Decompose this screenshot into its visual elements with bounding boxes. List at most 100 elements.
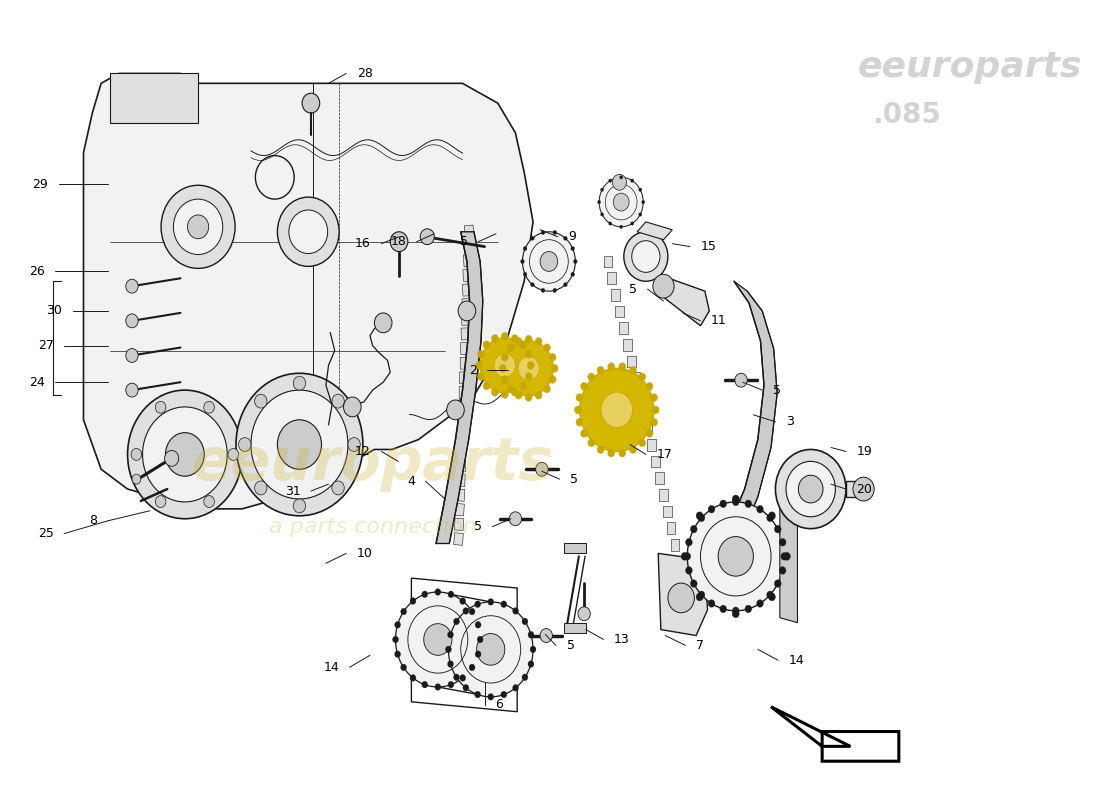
Circle shape <box>228 449 239 460</box>
Bar <box>639 406 648 418</box>
Circle shape <box>448 631 453 638</box>
Circle shape <box>509 512 521 526</box>
Bar <box>671 539 680 550</box>
Circle shape <box>239 438 251 451</box>
Circle shape <box>646 430 653 438</box>
Circle shape <box>410 598 416 604</box>
Circle shape <box>607 362 615 370</box>
Text: 6: 6 <box>495 698 503 711</box>
Circle shape <box>574 406 582 414</box>
Circle shape <box>395 622 400 628</box>
Circle shape <box>581 382 587 390</box>
Circle shape <box>597 446 604 454</box>
Circle shape <box>294 499 306 513</box>
Text: 29: 29 <box>33 178 48 190</box>
Polygon shape <box>846 481 868 497</box>
Circle shape <box>563 282 568 286</box>
Circle shape <box>277 197 339 266</box>
Circle shape <box>434 589 441 595</box>
Circle shape <box>174 199 223 254</box>
Circle shape <box>587 373 595 381</box>
Text: 10: 10 <box>356 547 373 560</box>
Circle shape <box>733 495 739 503</box>
Circle shape <box>698 514 705 522</box>
Circle shape <box>475 651 481 658</box>
Circle shape <box>767 591 773 598</box>
Polygon shape <box>564 622 586 633</box>
Circle shape <box>769 593 776 601</box>
Circle shape <box>613 193 629 211</box>
Circle shape <box>652 406 659 414</box>
Circle shape <box>165 450 178 466</box>
Circle shape <box>563 236 568 240</box>
Circle shape <box>515 391 522 399</box>
Circle shape <box>619 225 623 229</box>
Circle shape <box>500 601 507 607</box>
Circle shape <box>458 301 475 321</box>
Circle shape <box>125 383 139 397</box>
Bar <box>462 313 471 326</box>
Circle shape <box>745 605 751 613</box>
Circle shape <box>424 624 452 655</box>
Bar <box>679 572 688 584</box>
Circle shape <box>528 631 534 638</box>
Circle shape <box>786 462 835 517</box>
Circle shape <box>499 364 506 372</box>
Bar <box>462 298 471 310</box>
Polygon shape <box>727 282 778 538</box>
Circle shape <box>446 646 451 653</box>
Text: 9: 9 <box>569 230 576 243</box>
Bar <box>458 416 468 428</box>
Text: 20: 20 <box>857 482 872 495</box>
Text: 5: 5 <box>773 384 781 397</box>
Circle shape <box>434 684 441 690</box>
Text: 25: 25 <box>37 527 54 540</box>
Bar <box>464 240 473 252</box>
Circle shape <box>631 241 660 272</box>
Bar <box>604 255 613 267</box>
Circle shape <box>650 394 658 402</box>
Circle shape <box>410 674 416 682</box>
Circle shape <box>597 200 601 204</box>
Circle shape <box>578 607 591 621</box>
Bar <box>644 422 652 434</box>
Bar <box>659 489 668 501</box>
Text: 15: 15 <box>701 240 716 253</box>
Circle shape <box>536 462 548 476</box>
Circle shape <box>576 418 583 426</box>
Circle shape <box>125 349 139 362</box>
Circle shape <box>515 338 522 346</box>
Circle shape <box>400 664 407 670</box>
Circle shape <box>155 496 166 507</box>
Bar <box>651 455 660 467</box>
Circle shape <box>799 475 823 503</box>
Polygon shape <box>84 74 534 509</box>
Text: 12: 12 <box>355 445 371 458</box>
Circle shape <box>125 314 139 328</box>
Text: eeuroparts: eeuroparts <box>857 50 1081 85</box>
Circle shape <box>395 651 400 658</box>
Circle shape <box>236 374 363 516</box>
Circle shape <box>251 390 348 499</box>
Circle shape <box>571 272 574 277</box>
Circle shape <box>691 580 697 587</box>
Circle shape <box>492 388 498 396</box>
Circle shape <box>541 288 544 293</box>
Circle shape <box>519 382 527 390</box>
Circle shape <box>302 94 320 113</box>
Text: 28: 28 <box>356 67 373 80</box>
Circle shape <box>143 407 228 502</box>
Circle shape <box>507 344 514 352</box>
Circle shape <box>688 502 784 610</box>
Circle shape <box>374 313 392 333</box>
Text: 5: 5 <box>570 473 579 486</box>
Circle shape <box>421 591 428 598</box>
Circle shape <box>448 682 454 688</box>
Circle shape <box>396 592 480 687</box>
Text: 2: 2 <box>469 364 476 377</box>
Circle shape <box>528 661 534 667</box>
Circle shape <box>487 598 494 605</box>
Circle shape <box>519 341 527 349</box>
Circle shape <box>477 373 484 381</box>
Circle shape <box>475 691 481 698</box>
